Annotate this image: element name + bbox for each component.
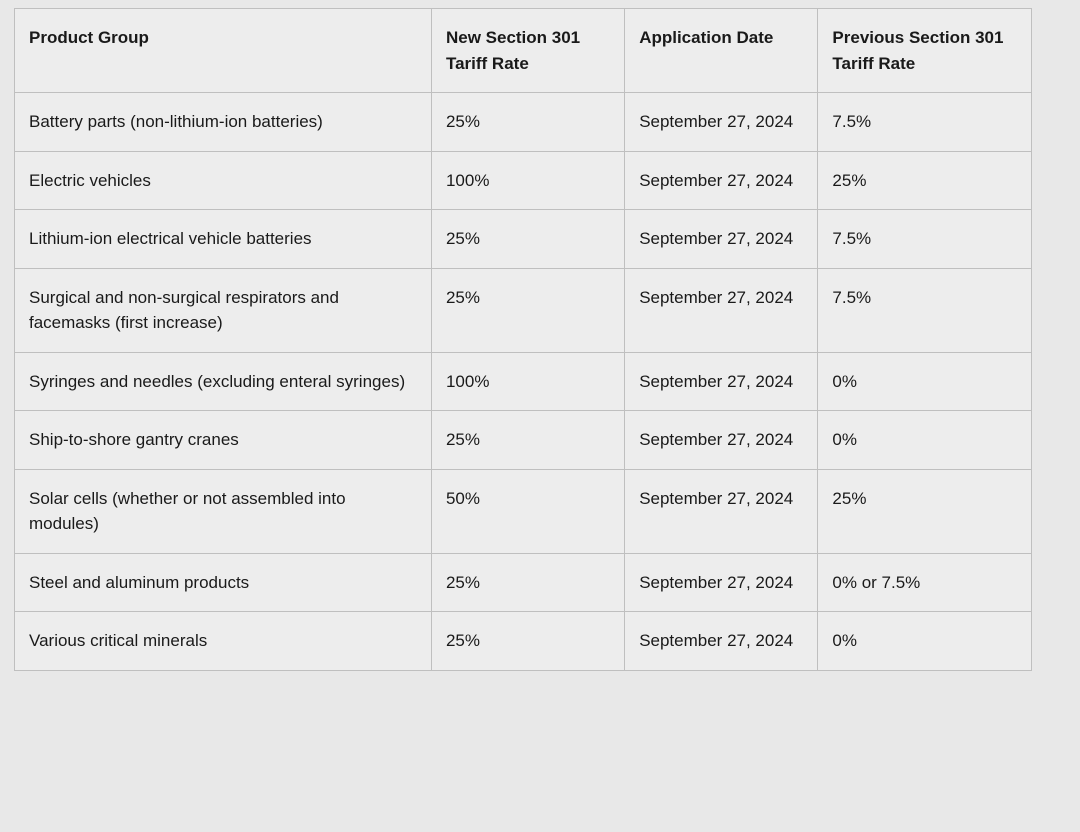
cell-new-rate: 25% bbox=[431, 210, 624, 269]
cell-date: September 27, 2024 bbox=[625, 469, 818, 553]
cell-prev-rate: 7.5% bbox=[818, 210, 1032, 269]
cell-prev-rate: 25% bbox=[818, 469, 1032, 553]
cell-product: Lithium-ion electrical vehicle batteries bbox=[15, 210, 432, 269]
table-row: Solar cells (whether or not assembled in… bbox=[15, 469, 1032, 553]
cell-prev-rate: 7.5% bbox=[818, 268, 1032, 352]
cell-new-rate: 25% bbox=[431, 553, 624, 612]
cell-new-rate: 25% bbox=[431, 612, 624, 671]
cell-prev-rate: 0% or 7.5% bbox=[818, 553, 1032, 612]
cell-new-rate: 25% bbox=[431, 411, 624, 470]
table-row: Lithium-ion electrical vehicle batteries… bbox=[15, 210, 1032, 269]
cell-prev-rate: 0% bbox=[818, 411, 1032, 470]
table-row: Electric vehicles 100% September 27, 202… bbox=[15, 151, 1032, 210]
cell-prev-rate: 25% bbox=[818, 151, 1032, 210]
cell-date: September 27, 2024 bbox=[625, 553, 818, 612]
cell-product: Syringes and needles (excluding enteral … bbox=[15, 352, 432, 411]
cell-new-rate: 25% bbox=[431, 268, 624, 352]
table-row: Battery parts (non-lithium-ion batteries… bbox=[15, 93, 1032, 152]
cell-new-rate: 100% bbox=[431, 151, 624, 210]
col-header-new-rate: New Section 301 Tariff Rate bbox=[431, 9, 624, 93]
cell-date: September 27, 2024 bbox=[625, 352, 818, 411]
table-row: Surgical and non-surgical respirators an… bbox=[15, 268, 1032, 352]
col-header-prev-rate: Previous Section 301 Tariff Rate bbox=[818, 9, 1032, 93]
tariff-table: Product Group New Section 301 Tariff Rat… bbox=[14, 8, 1032, 671]
cell-new-rate: 25% bbox=[431, 93, 624, 152]
cell-new-rate: 50% bbox=[431, 469, 624, 553]
cell-date: September 27, 2024 bbox=[625, 151, 818, 210]
cell-product: Electric vehicles bbox=[15, 151, 432, 210]
table-header-row: Product Group New Section 301 Tariff Rat… bbox=[15, 9, 1032, 93]
cell-date: September 27, 2024 bbox=[625, 93, 818, 152]
table-row: Syringes and needles (excluding enteral … bbox=[15, 352, 1032, 411]
cell-product: Ship-to-shore gantry cranes bbox=[15, 411, 432, 470]
cell-prev-rate: 7.5% bbox=[818, 93, 1032, 152]
col-header-product: Product Group bbox=[15, 9, 432, 93]
col-header-date: Application Date bbox=[625, 9, 818, 93]
cell-product: Solar cells (whether or not assembled in… bbox=[15, 469, 432, 553]
cell-date: September 27, 2024 bbox=[625, 210, 818, 269]
cell-product: Battery parts (non-lithium-ion batteries… bbox=[15, 93, 432, 152]
cell-date: September 27, 2024 bbox=[625, 268, 818, 352]
table-row: Ship-to-shore gantry cranes 25% Septembe… bbox=[15, 411, 1032, 470]
cell-new-rate: 100% bbox=[431, 352, 624, 411]
cell-date: September 27, 2024 bbox=[625, 411, 818, 470]
cell-prev-rate: 0% bbox=[818, 352, 1032, 411]
table-row: Various critical minerals 25% September … bbox=[15, 612, 1032, 671]
table-row: Steel and aluminum products 25% Septembe… bbox=[15, 553, 1032, 612]
cell-prev-rate: 0% bbox=[818, 612, 1032, 671]
cell-product: Various critical minerals bbox=[15, 612, 432, 671]
cell-product: Surgical and non-surgical respirators an… bbox=[15, 268, 432, 352]
cell-product: Steel and aluminum products bbox=[15, 553, 432, 612]
cell-date: September 27, 2024 bbox=[625, 612, 818, 671]
